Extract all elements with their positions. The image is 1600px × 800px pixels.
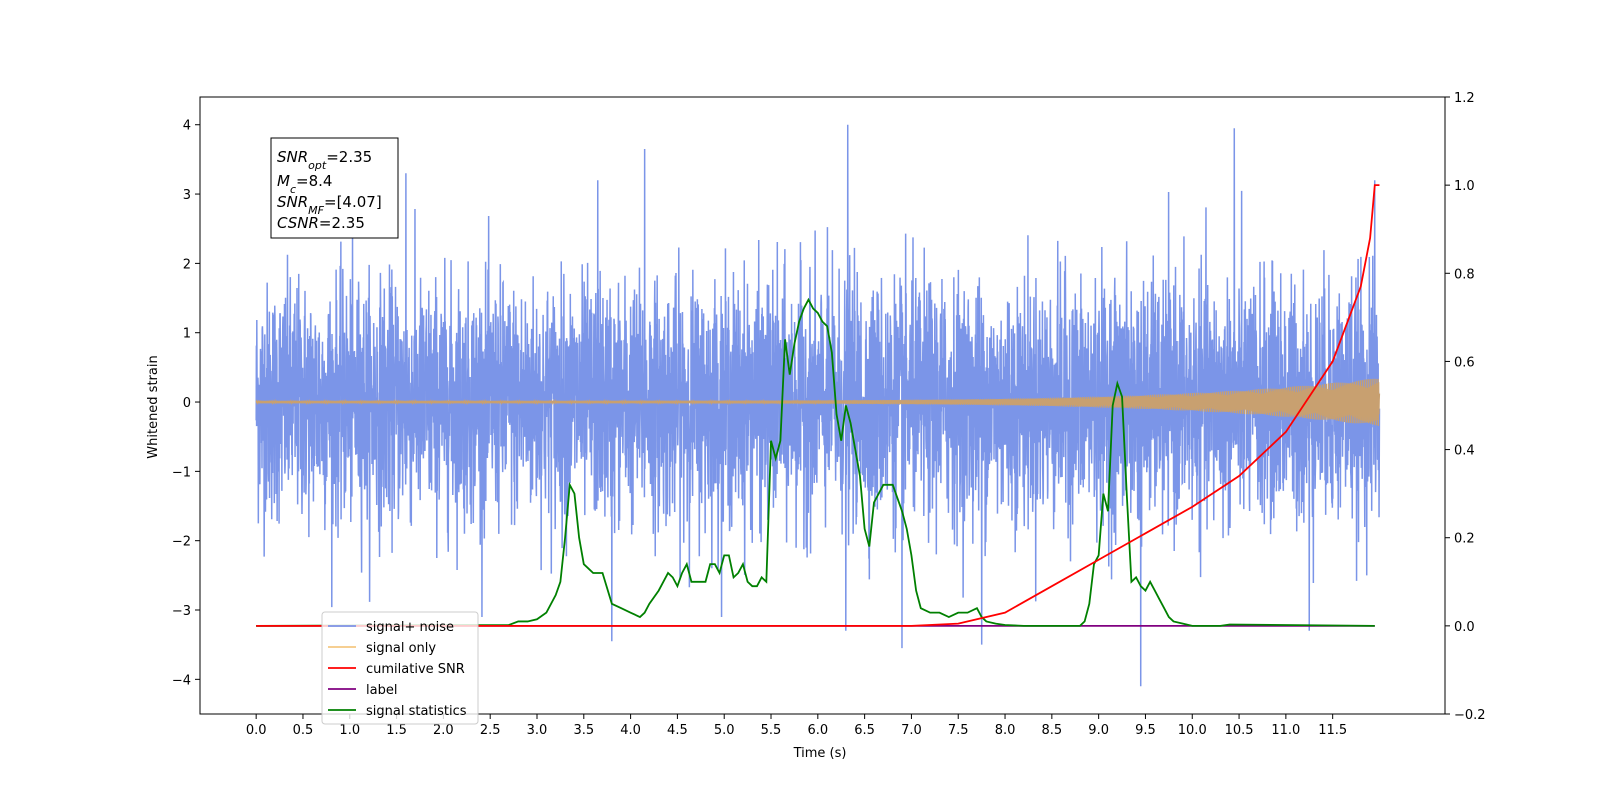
x-tick-label: 2.5 bbox=[480, 723, 501, 738]
y-axis-title: Whitened strain bbox=[146, 355, 161, 458]
x-tick-label: 0.0 bbox=[246, 723, 267, 738]
x-tick-label: 11.5 bbox=[1318, 723, 1347, 738]
annotation-line: SNRMF=[4.07] bbox=[277, 193, 382, 217]
y-left-tick-label: −1 bbox=[172, 465, 191, 480]
legend-label: label bbox=[366, 683, 397, 698]
x-tick-label: 8.5 bbox=[1041, 723, 1062, 738]
plot-frame bbox=[199, 96, 1446, 715]
x-tick-label: 7.5 bbox=[948, 723, 969, 738]
annotation-box-frame bbox=[270, 137, 399, 239]
plot-area bbox=[255, 124, 1381, 687]
series-signal-only-line bbox=[255, 378, 1381, 426]
x-tick-label: 9.5 bbox=[1135, 723, 1156, 738]
legend: signal+ noise signal only cumilative SNR la… bbox=[321, 611, 479, 725]
y-right-tick-label: −0.2 bbox=[1454, 708, 1486, 723]
x-tick-label: 5.5 bbox=[761, 723, 782, 738]
x-tick-label: 8.0 bbox=[995, 723, 1016, 738]
series-cumulative-snr-line bbox=[256, 184, 1380, 627]
x-tick-label: 10.0 bbox=[1178, 723, 1207, 738]
legend-label: signal statistics bbox=[366, 704, 467, 719]
x-tick-label: 2.0 bbox=[433, 723, 454, 738]
y-left-tick-label: 3 bbox=[183, 188, 191, 203]
x-tick-label: 3.5 bbox=[573, 723, 594, 738]
legend-frame bbox=[321, 611, 479, 725]
legend-label: signal+ noise bbox=[366, 620, 454, 635]
x-tick-label: 1.0 bbox=[339, 723, 360, 738]
y-left-tick-label: 2 bbox=[183, 257, 191, 272]
y-left-tick-label: 0 bbox=[183, 396, 191, 411]
y-left-tick-label: 4 bbox=[183, 119, 191, 134]
x-tick-label: 7.0 bbox=[901, 723, 922, 738]
x-tick-label: 11.0 bbox=[1271, 723, 1300, 738]
x-tick-label: 6.5 bbox=[854, 723, 875, 738]
legend-label: signal only bbox=[366, 641, 436, 656]
y-right-tick-label: 0.8 bbox=[1454, 267, 1475, 282]
x-tick-label: 9.0 bbox=[1088, 723, 1109, 738]
x-tick-label: 4.5 bbox=[667, 723, 688, 738]
annotation-line: SNRopt=2.35 bbox=[277, 148, 372, 172]
y-right-tick-label: 0.4 bbox=[1454, 444, 1475, 459]
series-signal-statistics-line bbox=[256, 297, 1375, 627]
y-left-tick-label: 1 bbox=[183, 327, 191, 342]
y-right-tick-label: 1.0 bbox=[1454, 179, 1475, 194]
series-signal-noise-line bbox=[255, 124, 1381, 687]
y-left-tick-label: −3 bbox=[172, 604, 191, 619]
x-tick-label: 5.0 bbox=[714, 723, 735, 738]
annotation-line: Mc=8.4 bbox=[277, 172, 332, 196]
x-tick-label: 6.0 bbox=[807, 723, 828, 738]
x-axis-title: Time (s) bbox=[793, 746, 847, 761]
x-tick-label: 0.5 bbox=[293, 723, 314, 738]
legend-label: cumilative SNR bbox=[366, 662, 465, 677]
x-tick-label: 4.0 bbox=[620, 723, 641, 738]
axes: 0.0 0.5 1.0 1.5 2.0 2.5 3.0 3.5 4.0 4.5 5.0 5.5 6.0 6… bbox=[172, 91, 1486, 738]
x-tick-label: 10.5 bbox=[1225, 723, 1254, 738]
y-right-tick-label: 0.6 bbox=[1454, 355, 1475, 370]
y-right-tick-label: 0.0 bbox=[1454, 620, 1475, 635]
x-tick-label: 1.5 bbox=[386, 723, 407, 738]
y-right-tick-label: 1.2 bbox=[1454, 91, 1475, 106]
annotation-line: CSNR=2.35 bbox=[277, 214, 365, 232]
y-left-tick-label: −4 bbox=[172, 673, 191, 688]
x-tick-label: 3.0 bbox=[527, 723, 548, 738]
y-right-tick-label: 0.2 bbox=[1454, 532, 1475, 547]
y-left-tick-label: −2 bbox=[172, 535, 191, 550]
